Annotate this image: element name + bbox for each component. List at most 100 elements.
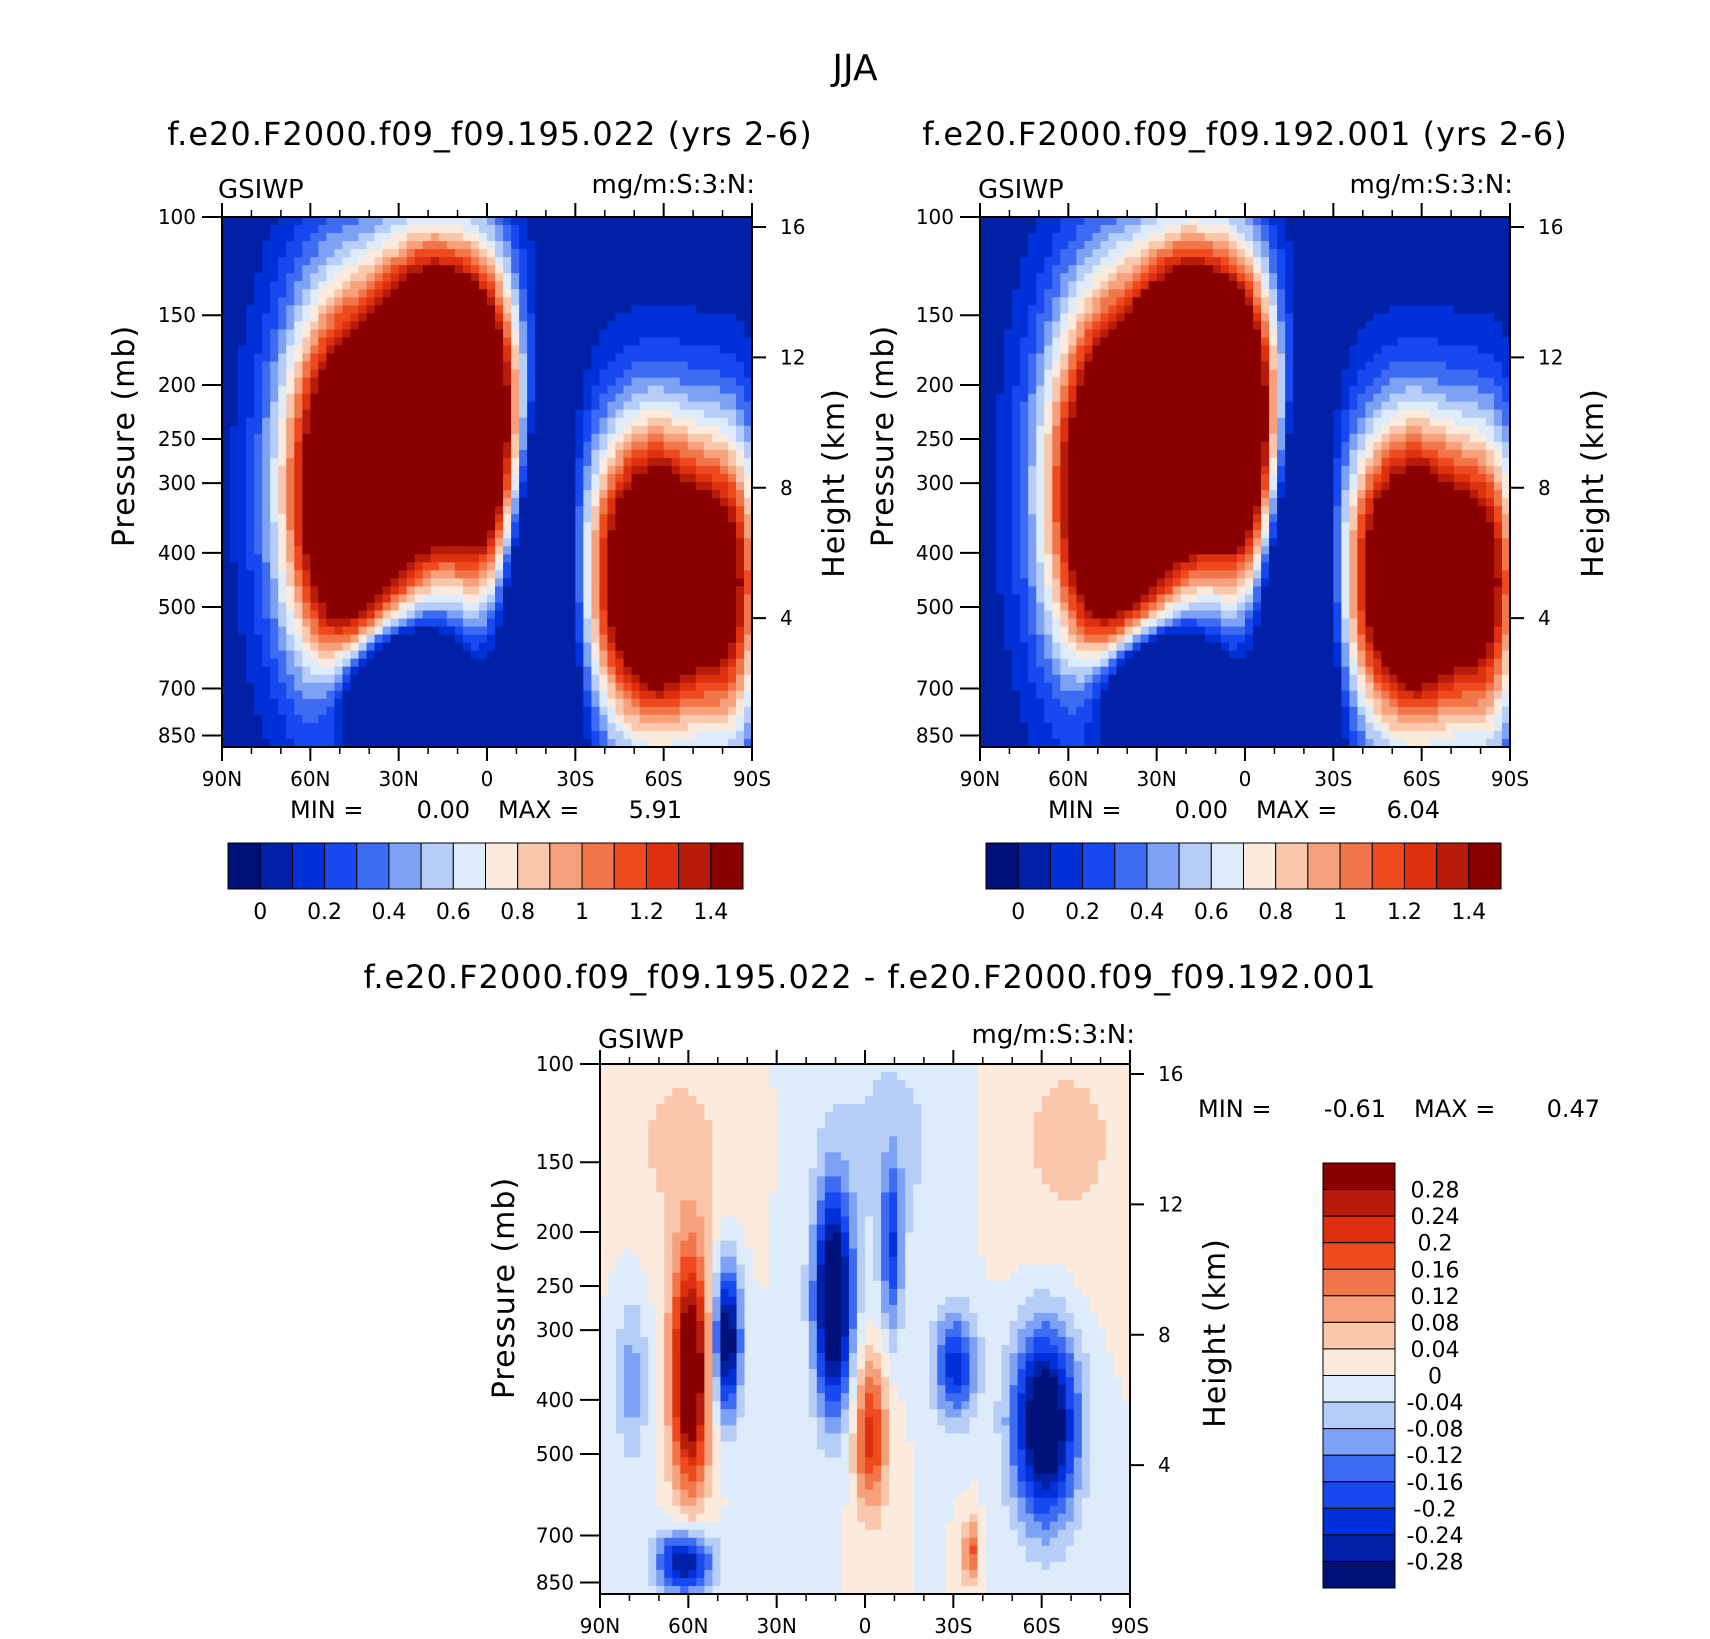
contour-cell [735, 273, 745, 282]
contour-cell [446, 233, 456, 242]
contour-cell [543, 482, 552, 491]
contour-cell [238, 353, 247, 363]
contour-cell [358, 682, 368, 692]
contour-cell [1124, 217, 1134, 226]
contour-cell [719, 722, 729, 732]
contour-cell [1269, 241, 1278, 250]
contour-cell [583, 361, 592, 371]
contour-cell [326, 658, 336, 668]
contour-cell [238, 465, 247, 475]
contour-cell [222, 642, 231, 652]
contour-cell [543, 417, 552, 427]
contour-cell [294, 217, 303, 226]
contour-cell [551, 730, 560, 740]
colorbar-swatch [291, 842, 326, 890]
contour-cell [623, 514, 633, 523]
contour-cell [519, 666, 528, 676]
contour-cell [695, 594, 705, 604]
contour-cell [1309, 233, 1318, 242]
contour-cell [743, 586, 753, 596]
contour-cell [703, 546, 713, 555]
contour-cell [567, 546, 576, 555]
contour-cell [671, 626, 681, 636]
contour-cell [535, 562, 544, 571]
contour-cell [358, 465, 368, 475]
contour-cell [350, 409, 360, 419]
contour-cell [398, 602, 408, 612]
contour-cell [503, 498, 512, 507]
contour-cell [575, 377, 584, 387]
contour-cell [1044, 273, 1053, 282]
contour-cell [735, 650, 745, 660]
contour-cell [350, 393, 360, 403]
contour-cell [462, 401, 472, 411]
contour-cell [631, 449, 641, 459]
contour-cell [1076, 241, 1085, 250]
contour-cell [1365, 249, 1375, 258]
contour-cell [559, 498, 568, 507]
contour-cell [1373, 249, 1383, 258]
contour-cell [446, 369, 456, 379]
contour-cell [1132, 257, 1142, 266]
contour-cell [695, 738, 705, 748]
contour-cell [527, 329, 536, 339]
contour-cell [687, 289, 697, 298]
contour-cell [503, 738, 512, 748]
contour-cell [374, 602, 384, 612]
contour-cell [302, 714, 311, 724]
contour-cell [1228, 233, 1238, 242]
contour-cell [1445, 273, 1455, 282]
contour-cell [334, 530, 344, 539]
contour-cell [430, 273, 440, 282]
contour-cell [511, 217, 520, 226]
contour-cell [1453, 241, 1463, 250]
contour-cell [711, 305, 721, 314]
contour-cell [270, 690, 279, 700]
contour-cell [735, 441, 745, 451]
contour-cell [527, 546, 536, 555]
contour-cell [1461, 265, 1471, 274]
contour-cell [286, 626, 295, 636]
contour-cell [230, 610, 239, 620]
contour-cell [334, 465, 344, 475]
contour-cell [430, 706, 440, 716]
contour-cell [727, 482, 737, 491]
contour-cell [422, 345, 432, 355]
contour-cell [511, 321, 520, 331]
contour-cell [414, 329, 424, 339]
contour-cell [655, 289, 665, 298]
contour-cell [262, 449, 271, 459]
contour-cell [422, 457, 432, 467]
panel-1-colorbar: 0 0.2 0.4 0.6 0.8 1 1.2 1.4 [227, 842, 744, 925]
contour-cell [366, 313, 376, 322]
contour-cell [350, 257, 360, 266]
contour-cell [655, 353, 665, 363]
contour-cell [623, 626, 633, 636]
contour-cell [414, 457, 424, 467]
contour-cell [342, 522, 352, 531]
contour-cell [326, 674, 336, 684]
contour-cell [470, 514, 480, 523]
contour-cell [655, 393, 665, 403]
contour-cell [390, 249, 400, 258]
contour-cell [687, 313, 697, 322]
contour-cell [310, 289, 319, 298]
contour-cell [438, 313, 448, 322]
contour-cell [294, 506, 303, 515]
contour-cell [535, 522, 544, 531]
contour-cell [350, 225, 360, 234]
contour-cell [583, 522, 592, 531]
contour-cell [438, 610, 448, 620]
contour-cell [1325, 249, 1334, 258]
contour-cell [1028, 249, 1037, 258]
contour-cell [655, 586, 665, 596]
contour-cell [559, 570, 568, 579]
contour-cell [1253, 241, 1262, 250]
contour-cell [454, 433, 464, 443]
contour-cell [551, 241, 560, 250]
contour-cell [222, 289, 231, 298]
contour-cell [454, 530, 464, 539]
contour-cell [294, 441, 303, 451]
contour-cell [535, 257, 544, 266]
contour-cell [615, 409, 625, 419]
